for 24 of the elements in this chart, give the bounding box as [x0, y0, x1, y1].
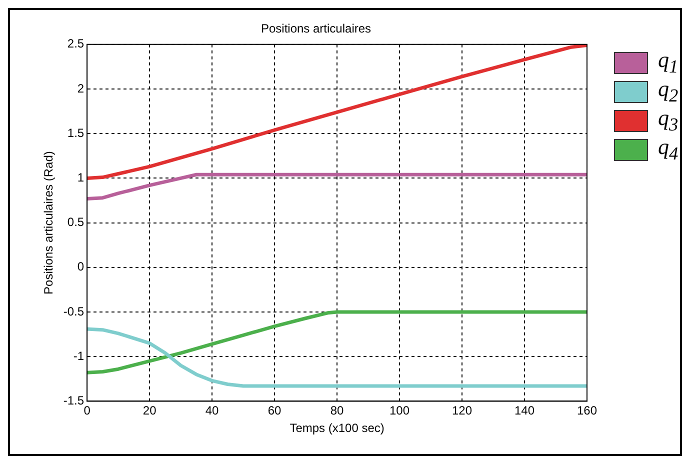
x-tick-label: 60 [268, 404, 282, 418]
y-tick-label: 2.5 [67, 36, 84, 51]
x-tick-label: 40 [205, 404, 220, 418]
x-axis-title: Temps (x100 sec) [290, 421, 384, 436]
y-tick-label: -0.5 [63, 304, 84, 318]
x-tick-label: 20 [142, 404, 157, 418]
chart-title: Positions articulaires [260, 22, 372, 36]
legend-label: q$_{2}$ [658, 76, 678, 107]
x-tick-label: 80 [330, 404, 344, 418]
x-tick-label: 100 [390, 404, 410, 418]
x-tick-label: 140 [514, 404, 535, 418]
y-tick-label: 0 [77, 260, 84, 274]
legend-label: q$_{3}$ [658, 105, 678, 136]
legend-label: q$_{1}$ [658, 47, 678, 78]
y-tick-label: 1 [77, 170, 84, 185]
y-tick-label: 2 [77, 81, 84, 96]
y-tick-label: -1.5 [63, 394, 84, 408]
y-tick-label: 1.5 [67, 126, 84, 140]
y-tick-label: 0.5 [67, 215, 84, 230]
legend-label: q$_{4}$ [658, 134, 678, 165]
x-tick-label: 120 [452, 404, 472, 418]
y-tick-label: -1 [73, 348, 84, 363]
x-tick-label: 160 [576, 404, 598, 418]
y-axis-title: Positions articulaires (Rad) [42, 151, 56, 294]
